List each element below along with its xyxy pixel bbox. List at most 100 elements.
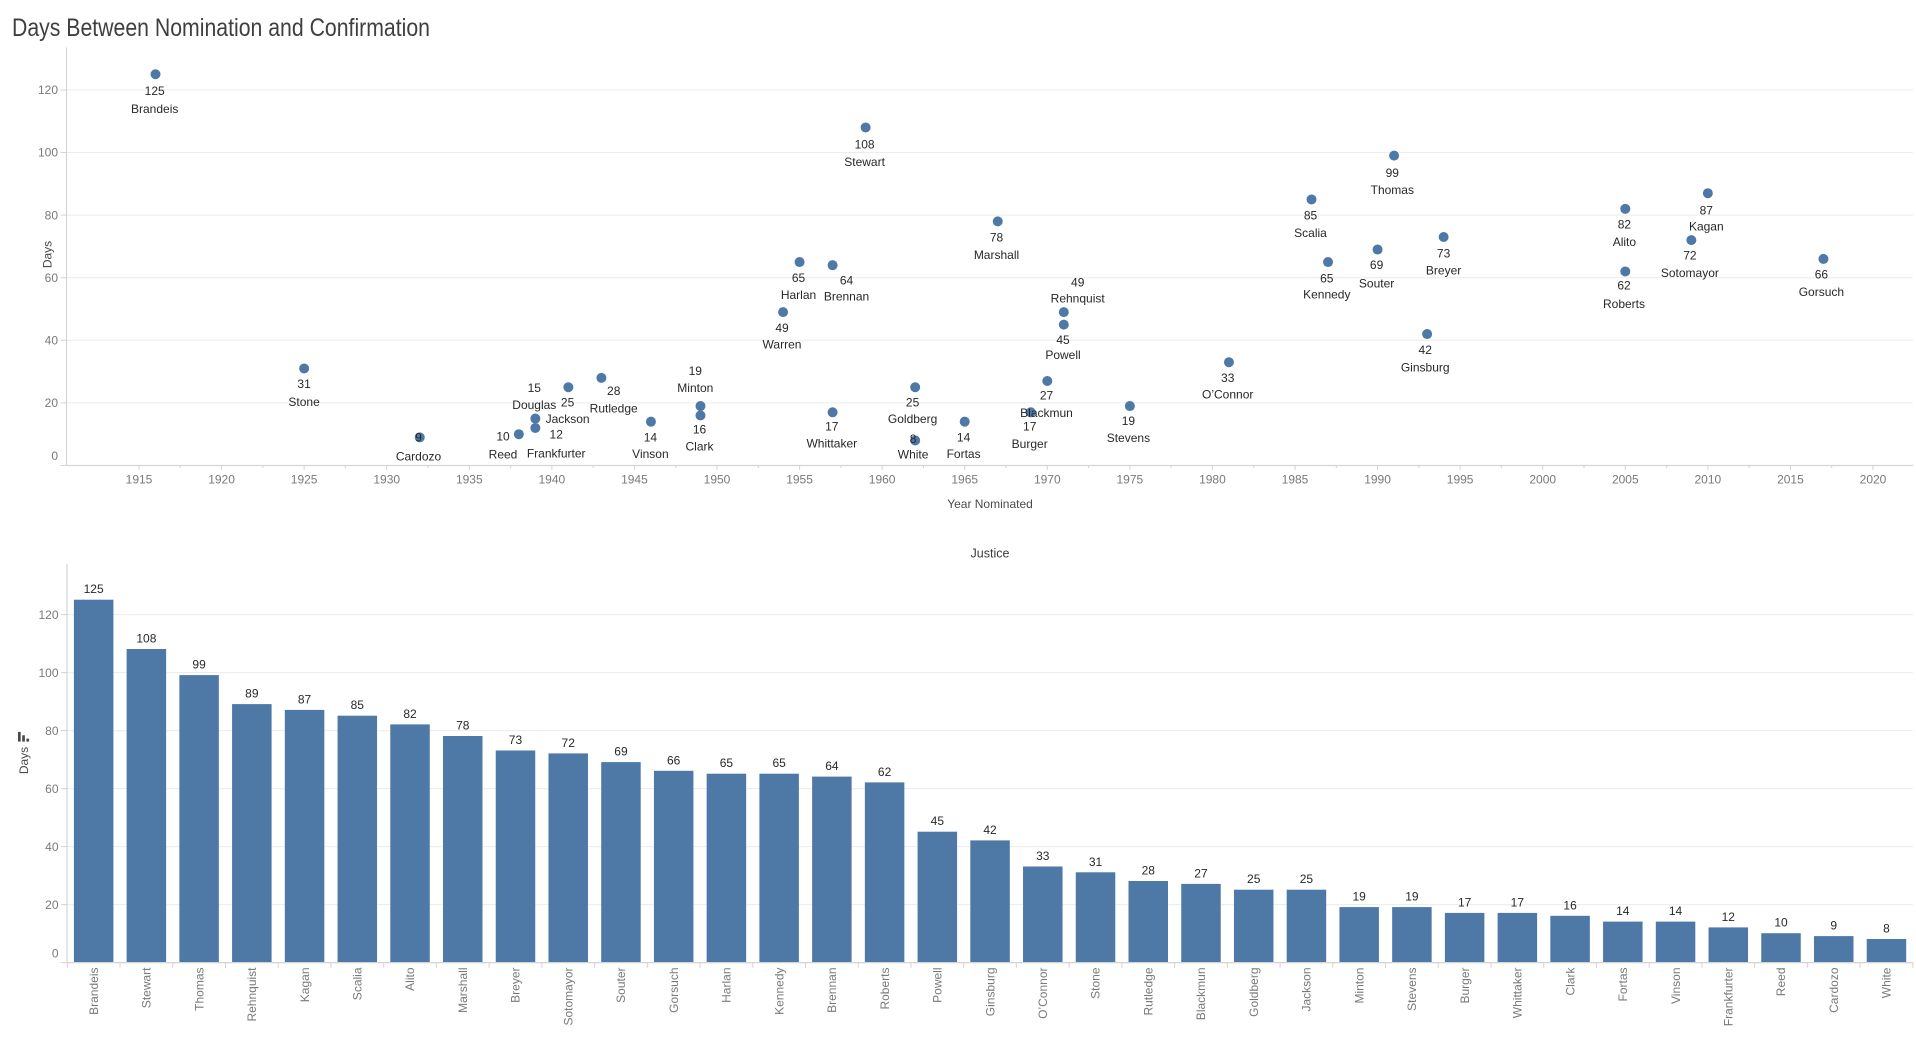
svg-text:25: 25: [906, 395, 920, 409]
svg-text:10: 10: [1774, 916, 1788, 930]
svg-text:0: 0: [51, 449, 58, 463]
svg-text:Ginsburg: Ginsburg: [983, 968, 997, 1017]
svg-text:14: 14: [644, 431, 658, 445]
svg-text:Minton: Minton: [1352, 968, 1366, 1004]
svg-text:65: 65: [792, 271, 806, 285]
svg-text:Clark: Clark: [685, 439, 714, 453]
svg-text:108: 108: [136, 632, 156, 646]
svg-text:Whittaker: Whittaker: [1511, 968, 1525, 1019]
svg-text:Minton: Minton: [677, 381, 713, 395]
svg-text:1940: 1940: [539, 473, 566, 487]
svg-text:1980: 1980: [1199, 473, 1226, 487]
svg-text:82: 82: [403, 707, 417, 721]
svg-text:2015: 2015: [1777, 473, 1804, 487]
svg-text:78: 78: [990, 231, 1004, 245]
svg-text:125: 125: [84, 582, 104, 596]
svg-text:Harlan: Harlan: [781, 288, 816, 302]
svg-text:Sotomayor: Sotomayor: [561, 968, 575, 1026]
svg-text:1975: 1975: [1117, 473, 1144, 487]
svg-text:69: 69: [1370, 258, 1384, 272]
svg-text:65: 65: [772, 756, 786, 770]
svg-text:1950: 1950: [704, 473, 731, 487]
svg-text:Brandeis: Brandeis: [87, 968, 101, 1015]
svg-text:Burger: Burger: [1012, 437, 1048, 451]
svg-text:Kennedy: Kennedy: [772, 968, 786, 1015]
svg-text:80: 80: [45, 208, 59, 222]
svg-text:Stevens: Stevens: [1405, 968, 1419, 1011]
svg-text:Reed: Reed: [489, 447, 518, 461]
svg-text:19: 19: [689, 364, 703, 378]
svg-text:62: 62: [878, 765, 892, 779]
svg-text:45: 45: [931, 814, 945, 828]
svg-text:Gorsuch: Gorsuch: [1799, 285, 1844, 299]
svg-text:33: 33: [1036, 849, 1050, 863]
svg-text:Goldberg: Goldberg: [1247, 968, 1261, 1017]
svg-text:87: 87: [1700, 203, 1714, 217]
svg-text:Days: Days: [17, 747, 31, 774]
svg-text:108: 108: [855, 138, 875, 152]
svg-text:Alito: Alito: [403, 967, 417, 991]
svg-text:9: 9: [415, 431, 422, 445]
svg-text:Days Between Nomination and Co: Days Between Nomination and Confirmation: [12, 14, 430, 42]
svg-text:73: 73: [1437, 246, 1451, 260]
svg-text:27: 27: [1040, 389, 1054, 403]
svg-text:1970: 1970: [1034, 473, 1061, 487]
svg-text:Brennan: Brennan: [825, 968, 839, 1013]
svg-text:Justice: Justice: [971, 547, 1010, 561]
svg-text:Roberts: Roberts: [878, 968, 892, 1010]
svg-text:73: 73: [509, 733, 523, 747]
svg-text:Scalia: Scalia: [351, 967, 365, 1000]
svg-text:12: 12: [1722, 910, 1736, 924]
svg-text:Jackson: Jackson: [1300, 968, 1314, 1012]
svg-text:19: 19: [1122, 414, 1136, 428]
svg-text:O’Connor: O’Connor: [1036, 967, 1050, 1018]
svg-text:1965: 1965: [951, 473, 978, 487]
svg-text:1945: 1945: [621, 473, 648, 487]
svg-text:Blackmun: Blackmun: [1194, 968, 1208, 1021]
svg-text:Alito: Alito: [1613, 235, 1637, 249]
svg-text:2005: 2005: [1612, 473, 1639, 487]
svg-text:White: White: [898, 447, 929, 461]
svg-text:Stevens: Stevens: [1107, 431, 1150, 445]
svg-text:80: 80: [45, 724, 59, 738]
svg-text:19: 19: [1352, 890, 1366, 904]
svg-text:42: 42: [1419, 343, 1433, 357]
svg-text:17: 17: [1458, 895, 1472, 909]
svg-text:Harlan: Harlan: [720, 968, 734, 1003]
svg-text:17: 17: [825, 419, 839, 433]
svg-text:Thomas: Thomas: [1371, 183, 1414, 197]
svg-text:Kennedy: Kennedy: [1303, 288, 1350, 302]
svg-text:Frankfurter: Frankfurter: [1721, 968, 1735, 1027]
svg-text:Clark: Clark: [1563, 967, 1577, 996]
svg-text:Souter: Souter: [1359, 276, 1394, 290]
svg-text:60: 60: [45, 271, 59, 285]
svg-text:40: 40: [45, 840, 59, 854]
svg-text:Rehnquist: Rehnquist: [1051, 292, 1106, 306]
svg-text:20: 20: [45, 396, 59, 410]
svg-text:66: 66: [1815, 268, 1829, 282]
svg-text:1935: 1935: [456, 473, 483, 487]
svg-text:Brennan: Brennan: [824, 290, 869, 304]
svg-text:60: 60: [45, 782, 59, 796]
svg-text:99: 99: [1386, 166, 1400, 180]
svg-text:1960: 1960: [869, 473, 896, 487]
svg-text:Scalia: Scalia: [1294, 226, 1327, 240]
svg-text:27: 27: [1194, 866, 1208, 880]
svg-text:66: 66: [667, 753, 681, 767]
svg-text:40: 40: [45, 334, 59, 348]
svg-text:Cardozo: Cardozo: [1827, 967, 1841, 1013]
svg-text:82: 82: [1618, 218, 1632, 232]
svg-text:28: 28: [1142, 864, 1156, 878]
svg-text:10: 10: [496, 429, 510, 443]
svg-text:Breyer: Breyer: [509, 967, 523, 1002]
svg-text:Stone: Stone: [1089, 967, 1103, 999]
svg-text:Blackmun: Blackmun: [1020, 406, 1073, 420]
svg-text:89: 89: [245, 687, 259, 701]
svg-text:O’Connor: O’Connor: [1202, 387, 1253, 401]
svg-text:17: 17: [1511, 895, 1525, 909]
svg-text:Brandeis: Brandeis: [131, 102, 178, 116]
svg-text:1930: 1930: [373, 473, 400, 487]
svg-text:85: 85: [351, 698, 365, 712]
svg-text:78: 78: [456, 719, 470, 733]
svg-text:49: 49: [775, 321, 789, 335]
